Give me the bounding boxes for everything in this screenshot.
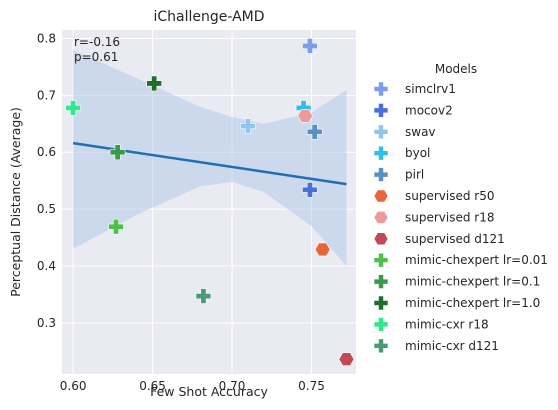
data-point-simclrv1 — [302, 38, 318, 54]
legend-label: mocov2 — [405, 103, 453, 117]
data-point-mimic-chexpert-lr-1-0 — [146, 75, 162, 92]
legend-marker — [373, 295, 389, 311]
correlation-annotation: r=-0.16 — [74, 35, 120, 49]
x-tick-label: 0.65 — [139, 379, 166, 393]
y-tick-label: 0.3 — [37, 316, 56, 330]
legend-marker — [373, 274, 389, 289]
data-point-supervised-r18 — [297, 109, 313, 123]
p-value-annotation: p=0.61 — [74, 50, 118, 64]
legend-marker — [373, 189, 389, 203]
legend-marker — [373, 211, 389, 224]
legend-title: Models — [435, 62, 477, 76]
data-point-supervised-d121 — [338, 352, 355, 367]
y-tick-label: 0.5 — [37, 202, 56, 216]
data-point-mocov2 — [302, 181, 318, 198]
data-point-mimic-chexpert-lr-0-01 — [108, 218, 124, 235]
x-tick-label: 0.60 — [60, 379, 87, 393]
legend-marker — [373, 252, 389, 268]
y-tick-label: 0.7 — [37, 88, 56, 102]
legend-marker — [373, 317, 389, 332]
chart-title: iChallenge-AMD — [153, 9, 264, 25]
x-axis-label: Few Shot Accuracy — [150, 384, 268, 399]
legend-marker — [373, 338, 389, 354]
y-tick-label: 0.4 — [37, 259, 56, 273]
legend-label: mimic-cxr d121 — [405, 339, 499, 353]
legend-label: byol — [405, 146, 430, 160]
legend-label: simclrv1 — [405, 82, 456, 96]
y-tick-label: 0.8 — [37, 32, 56, 46]
data-point-mimic-cxr-d121 — [195, 288, 212, 304]
legend-marker — [373, 145, 389, 161]
legend-label: mimic-cxr r18 — [405, 317, 489, 331]
legend-label: mimic-chexpert lr=0.1 — [405, 275, 540, 289]
y-tick-label: 0.6 — [37, 145, 56, 159]
data-point-pirl — [306, 123, 323, 140]
legend-marker — [373, 232, 389, 246]
legend-label: mimic-chexpert lr=0.01 — [405, 253, 548, 267]
plot-background — [62, 30, 356, 374]
data-point-mimic-cxr-r18 — [65, 100, 81, 116]
legend: Models simclrv1 mocov2 swav byol pirl supervi… — [373, 62, 548, 354]
legend-label: mimic-chexpert lr=1.0 — [405, 296, 540, 310]
confidence-band — [73, 49, 347, 266]
ci-band-area — [73, 49, 347, 266]
legend-marker — [373, 124, 389, 140]
x-tick-label: 0.75 — [298, 379, 325, 393]
legend-label: supervised r18 — [405, 210, 495, 224]
legend-marker — [373, 81, 389, 97]
legend-label: pirl — [405, 168, 424, 182]
data-point-mimic-chexpert-lr-0-1 — [109, 144, 126, 161]
legend-marker — [373, 103, 389, 118]
y-tick-labels: 0.3 0.4 0.5 0.6 0.7 0.8 — [37, 32, 56, 330]
data-point-supervised-r50 — [314, 242, 331, 257]
x-tick-labels: 0.60 0.65 0.70 0.75 — [60, 379, 325, 393]
data-point-swav — [240, 118, 256, 134]
legend-marker — [373, 167, 389, 182]
legend-label: swav — [405, 125, 436, 139]
y-axis-label: Perceptual Distance (Average) — [8, 107, 23, 297]
legend-label: supervised d121 — [405, 232, 505, 246]
x-tick-label: 0.70 — [219, 379, 246, 393]
legend-label: supervised r50 — [405, 189, 495, 203]
data-points — [65, 38, 355, 367]
